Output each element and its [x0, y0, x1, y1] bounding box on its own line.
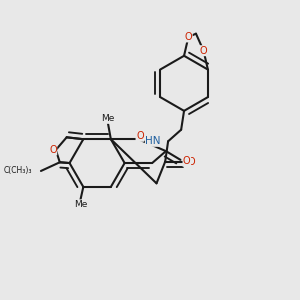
- Text: O: O: [200, 46, 207, 56]
- Text: O: O: [49, 145, 57, 155]
- Text: C(CH₃)₃: C(CH₃)₃: [4, 167, 32, 176]
- Text: O: O: [183, 156, 190, 166]
- Text: O: O: [184, 32, 192, 42]
- Text: O: O: [188, 157, 195, 166]
- Text: O: O: [136, 131, 144, 141]
- Text: Me: Me: [101, 114, 115, 123]
- Text: Me: Me: [74, 200, 87, 209]
- Text: HN: HN: [146, 136, 161, 146]
